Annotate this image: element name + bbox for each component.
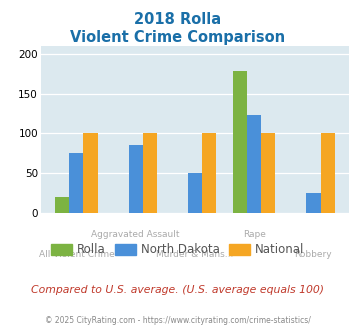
- Bar: [261, 134, 275, 213]
- Text: Rape: Rape: [243, 230, 266, 239]
- Bar: [188, 173, 202, 213]
- Text: 2018 Rolla: 2018 Rolla: [134, 12, 221, 26]
- Text: Robbery: Robbery: [295, 249, 332, 258]
- Bar: [202, 134, 216, 213]
- Bar: [83, 134, 98, 213]
- Bar: [306, 193, 321, 213]
- Text: © 2025 CityRating.com - https://www.cityrating.com/crime-statistics/: © 2025 CityRating.com - https://www.city…: [45, 316, 310, 325]
- Bar: [69, 153, 83, 213]
- Text: All Violent Crime: All Violent Crime: [38, 249, 114, 258]
- Text: Compared to U.S. average. (U.S. average equals 100): Compared to U.S. average. (U.S. average …: [31, 285, 324, 295]
- Text: Murder & Mans...: Murder & Mans...: [156, 249, 234, 258]
- Bar: [321, 134, 335, 213]
- Legend: Rolla, North Dakota, National: Rolla, North Dakota, National: [46, 239, 309, 261]
- Text: Aggravated Assault: Aggravated Assault: [91, 230, 180, 239]
- Bar: [143, 134, 157, 213]
- Bar: [129, 146, 143, 213]
- Bar: [233, 71, 247, 213]
- Text: Violent Crime Comparison: Violent Crime Comparison: [70, 30, 285, 45]
- Bar: [55, 197, 69, 213]
- Bar: [247, 115, 261, 213]
